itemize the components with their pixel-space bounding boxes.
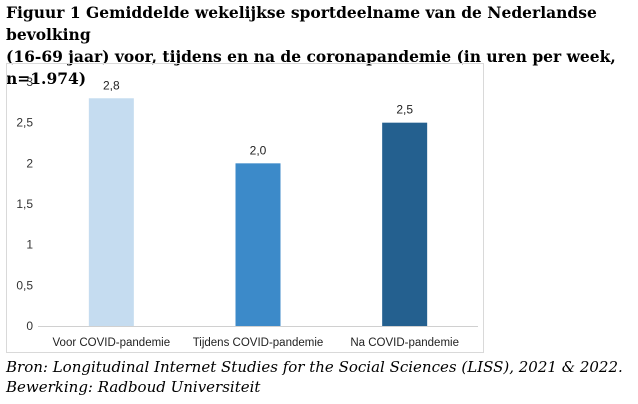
x-category-label: Na COVID-pandemie [350, 337, 459, 349]
x-category-label: Voor COVID-pandemie [53, 337, 171, 349]
y-tick-label: 1 [26, 238, 33, 252]
bar [235, 163, 281, 326]
data-label: 2,0 [250, 143, 267, 157]
processing-line: Bewerking: Radboud Universiteit [6, 378, 261, 396]
figure-title: Figuur 1 Gemiddelde wekelijkse sportdeel… [6, 2, 636, 90]
figure-source: Bron: Longitudinal Internet Studies for … [6, 357, 636, 397]
bar [382, 122, 428, 327]
chart-area [6, 63, 484, 353]
y-tick-label: 1,5 [16, 197, 33, 211]
data-label: 2,8 [103, 78, 120, 92]
bar [88, 98, 134, 327]
data-label: 2,5 [396, 103, 413, 117]
figure-title-line-2: (16-69 jaar) voor, tijdens en na de coro… [6, 47, 616, 88]
y-tick-label: 2,5 [16, 116, 33, 130]
source-line: Bron: Longitudinal Internet Studies for … [6, 358, 623, 376]
y-tick-label: 3 [26, 75, 33, 89]
y-tick-label: 2 [26, 156, 33, 170]
y-tick-label: 0,5 [16, 278, 33, 292]
figure-title-line-1: Figuur 1 Gemiddelde wekelijkse sportdeel… [6, 3, 597, 44]
x-category-label: Tijdens COVID-pandemie [193, 337, 324, 349]
y-tick-label: 0 [26, 319, 33, 333]
